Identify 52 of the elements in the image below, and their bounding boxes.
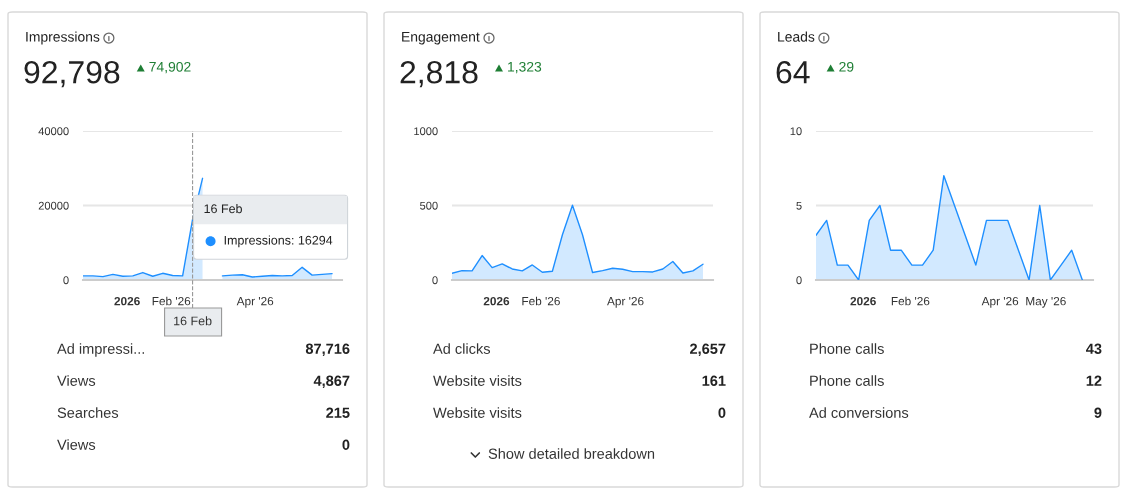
x-tick-label: Apr '26 <box>981 296 1019 308</box>
text: 74,902 <box>149 61 191 74</box>
chart-subtitle: 2,818 <box>400 60 478 88</box>
text: 29 <box>839 61 854 72</box>
text: Ad conversions <box>809 407 909 418</box>
x-tick-label: 2026 <box>850 296 876 306</box>
x-tick-label: Feb '26 <box>891 296 930 306</box>
y-tick-label: 1000 <box>414 127 438 136</box>
text: Ad impressi... <box>57 343 144 357</box>
y-tick-label: 0 <box>63 276 69 285</box>
text: 12 <box>1086 375 1102 386</box>
text: Views <box>57 439 96 450</box>
text: Show detailed breakdown <box>488 448 655 459</box>
x-tick-label: Feb '26 <box>152 296 191 306</box>
text: Phone calls <box>810 375 884 386</box>
text: Ad clicks <box>433 343 491 354</box>
text: 0 <box>718 407 726 418</box>
x-tick-label: 2026 <box>114 296 140 306</box>
text: Phone calls <box>810 343 884 354</box>
text: 0 <box>342 439 350 450</box>
chart-title: Leads <box>778 31 815 42</box>
annotation: Impressions: 16294 <box>224 235 333 248</box>
text: Views <box>57 375 96 386</box>
text: 4,867 <box>313 375 350 389</box>
text: Website visits <box>433 375 522 386</box>
x-tick-label: May '26 <box>1026 296 1066 308</box>
x-tick-label: Apr '26 <box>236 296 274 308</box>
annotation: 16 Feb <box>204 203 242 214</box>
ref-line-label: 16 Feb <box>174 316 212 326</box>
y-tick-label: 0 <box>796 276 802 285</box>
chart-subtitle: 64 <box>776 60 810 84</box>
text: 2,657 <box>690 343 726 357</box>
text: 215 <box>326 407 350 418</box>
y-tick-label: 10 <box>790 127 802 136</box>
y-tick-label: 0 <box>432 276 438 285</box>
text: 1,323 <box>508 61 542 74</box>
y-tick-label: 40000 <box>38 127 69 136</box>
y-tick-label: 20000 <box>38 201 69 210</box>
text: 87,716 <box>305 343 350 357</box>
text: 9 <box>1094 407 1102 418</box>
text: Searches <box>57 407 119 418</box>
text: 161 <box>702 375 726 386</box>
text: 43 <box>1086 343 1102 354</box>
x-tick-label: 2026 <box>483 296 510 306</box>
chart-subtitle: 92,798 <box>24 60 120 88</box>
y-tick-label: 500 <box>420 201 438 210</box>
x-tick-label: Apr '26 <box>607 296 644 308</box>
x-tick-label: Feb '26 <box>522 296 560 306</box>
chart-title: Engagement <box>402 32 480 45</box>
y-tick-label: 5 <box>796 201 802 210</box>
text: Website visits <box>433 407 522 418</box>
chart-title: Impressions <box>26 31 100 45</box>
